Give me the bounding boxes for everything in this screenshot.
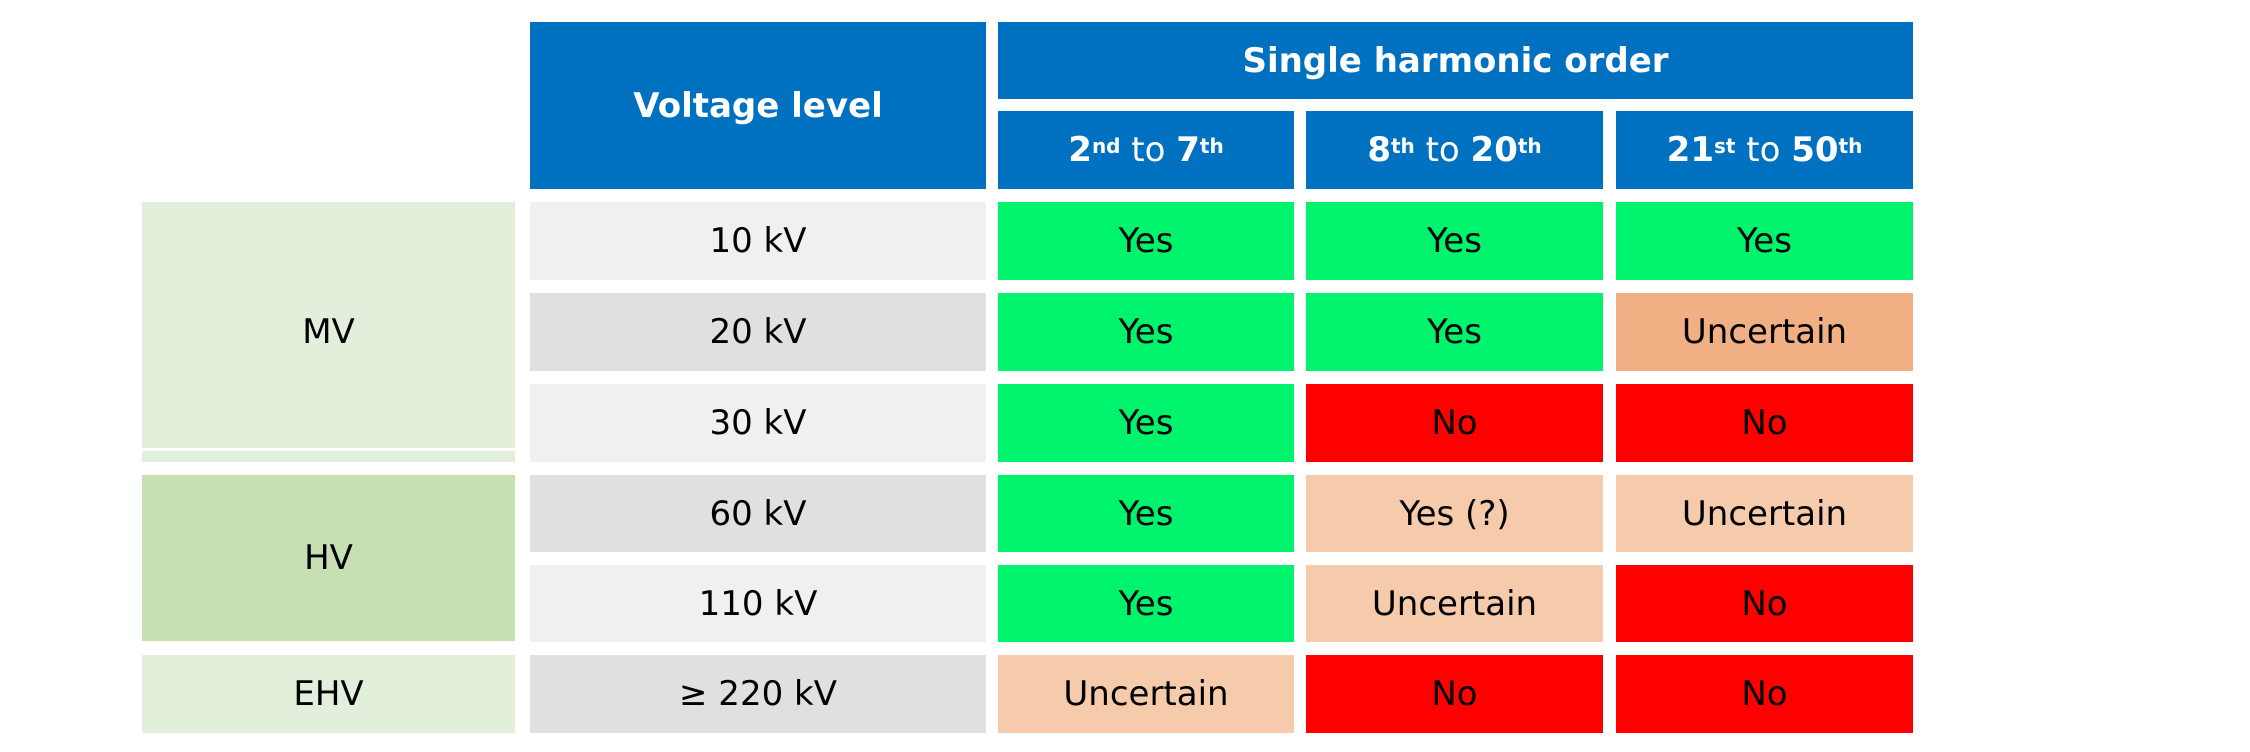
value-cell: No xyxy=(1306,384,1603,462)
value-cell: No xyxy=(1616,565,1913,642)
value-cell: Uncertain xyxy=(998,655,1294,733)
value-cell: Yes (?) xyxy=(1306,475,1603,552)
order-end: 50 xyxy=(1791,130,1839,170)
voltage-cell: 60 kV xyxy=(530,475,986,552)
order-start-sup: st xyxy=(1713,134,1736,158)
value-cell: Yes xyxy=(998,384,1294,462)
voltage-cell: 10 kV xyxy=(530,202,986,280)
header-single-harmonic-order: Single harmonic order xyxy=(998,22,1913,99)
voltage-cell: ≥ 220 kV xyxy=(530,655,986,733)
order-end: 20 xyxy=(1470,130,1518,170)
value-cell: Uncertain xyxy=(1306,565,1603,642)
order-to: to xyxy=(1414,130,1471,170)
order-start-sup: nd xyxy=(1091,134,1121,158)
voltage-cell: 30 kV xyxy=(530,384,986,462)
order-end-sup: th xyxy=(1517,134,1542,158)
order-end: 7 xyxy=(1176,130,1200,170)
order-to: to xyxy=(1120,130,1177,170)
order-to: to xyxy=(1735,130,1792,170)
group-hv: HV xyxy=(142,475,515,641)
value-cell: Yes xyxy=(998,293,1294,371)
header-voltage-level: Voltage level xyxy=(530,22,986,189)
value-cell: Yes xyxy=(1306,202,1603,280)
value-cell: No xyxy=(1616,655,1913,733)
order-end-sup: th xyxy=(1199,134,1224,158)
value-cell: Uncertain xyxy=(1616,293,1913,371)
order-start: 8 xyxy=(1367,130,1391,170)
value-cell: Yes xyxy=(1616,202,1913,280)
order-start: 2 xyxy=(1068,130,1092,170)
group-ehv: EHV xyxy=(142,655,515,733)
voltage-cell: 110 kV xyxy=(530,565,986,642)
value-cell: No xyxy=(1306,655,1603,733)
value-cell: Yes xyxy=(998,202,1294,280)
value-cell: No xyxy=(1616,384,1913,462)
value-cell: Yes xyxy=(1306,293,1603,371)
order-start: 21 xyxy=(1666,130,1714,170)
value-cell: Yes xyxy=(998,565,1294,642)
voltage-cell: 20 kV xyxy=(530,293,986,371)
group-mv-divider xyxy=(142,448,515,451)
order-start-sup: th xyxy=(1390,134,1415,158)
order-end-sup: th xyxy=(1838,134,1863,158)
value-cell: Yes xyxy=(998,475,1294,552)
value-cell: Uncertain xyxy=(1616,475,1913,552)
group-mv: MV xyxy=(142,202,515,462)
